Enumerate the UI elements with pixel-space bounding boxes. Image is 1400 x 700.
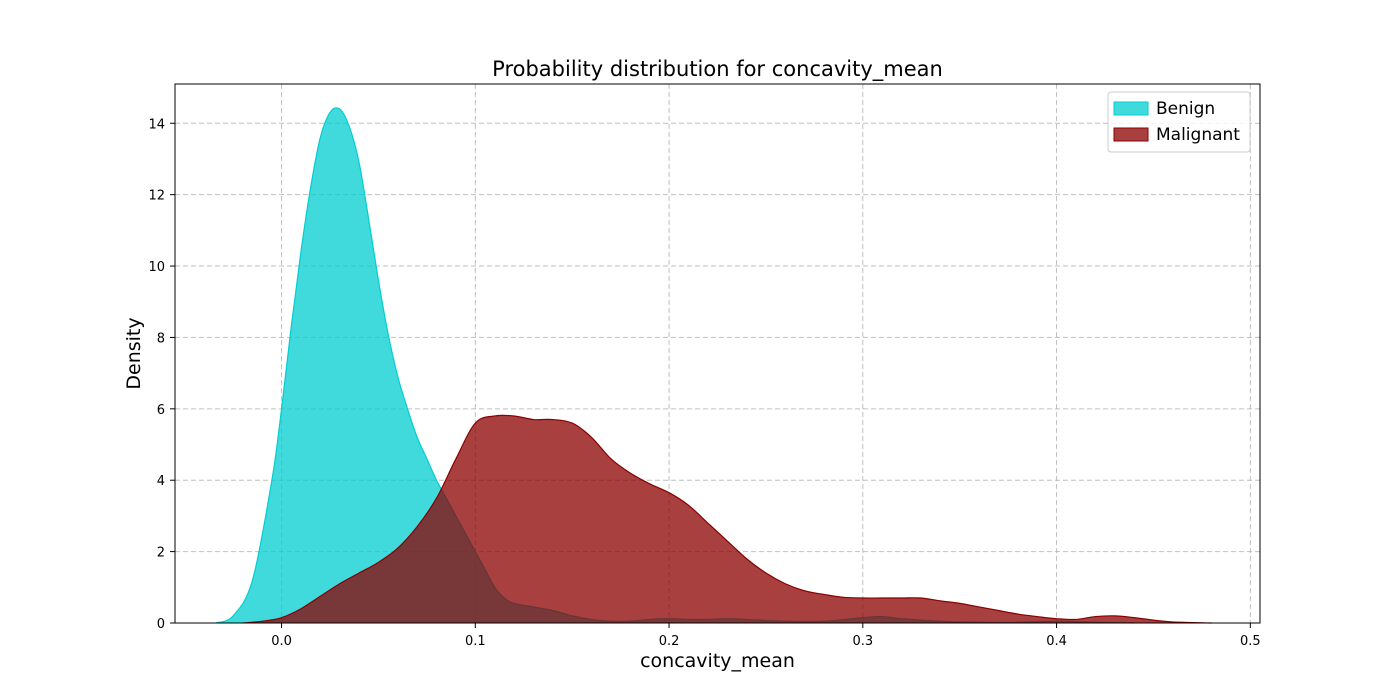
y-tick-label-7: 14 bbox=[148, 117, 165, 132]
legend: Benign Malignant bbox=[1107, 91, 1251, 153]
series-line-malignant bbox=[242, 414, 1212, 624]
y-tick-label-6: 12 bbox=[148, 189, 165, 204]
x-tick-label-3: 0.3 bbox=[852, 634, 873, 649]
y-tick-label-2: 4 bbox=[157, 474, 165, 489]
x-tick-label-5: 0.5 bbox=[1240, 634, 1261, 649]
legend-label-benign: Benign bbox=[1156, 99, 1215, 119]
y-tick-label-1: 2 bbox=[157, 546, 165, 561]
plot-area-frame bbox=[174, 83, 1261, 624]
series-area-benign bbox=[215, 107, 1135, 623]
x-tick-label-2: 0.2 bbox=[659, 634, 680, 649]
density-areas bbox=[215, 107, 1212, 624]
series-area-malignant bbox=[242, 415, 1212, 623]
x-axis-ticks: 0.0 0.1 0.2 0.3 0.4 0.5 bbox=[271, 623, 1261, 649]
y-tick-label-4: 8 bbox=[157, 331, 165, 346]
y-tick-label-3: 6 bbox=[157, 403, 165, 418]
legend-swatch-malignant bbox=[1113, 127, 1149, 142]
x-tick-label-4: 0.4 bbox=[1046, 634, 1067, 649]
y-tick-label-5: 10 bbox=[148, 260, 165, 275]
y-tick-label-0: 0 bbox=[157, 617, 165, 632]
x-tick-label-0: 0.0 bbox=[271, 634, 292, 649]
legend-swatch-benign bbox=[1113, 101, 1149, 116]
chart-title: Probability distribution for concavity_m… bbox=[492, 57, 943, 82]
y-axis-title: Density bbox=[123, 317, 145, 389]
x-axis-title: concavity_mean bbox=[640, 650, 795, 672]
x-tick-label-1: 0.1 bbox=[465, 634, 486, 649]
y-axis-ticks: 0 2 4 6 8 10 12 14 bbox=[148, 117, 175, 632]
legend-label-malignant: Malignant bbox=[1156, 125, 1240, 145]
